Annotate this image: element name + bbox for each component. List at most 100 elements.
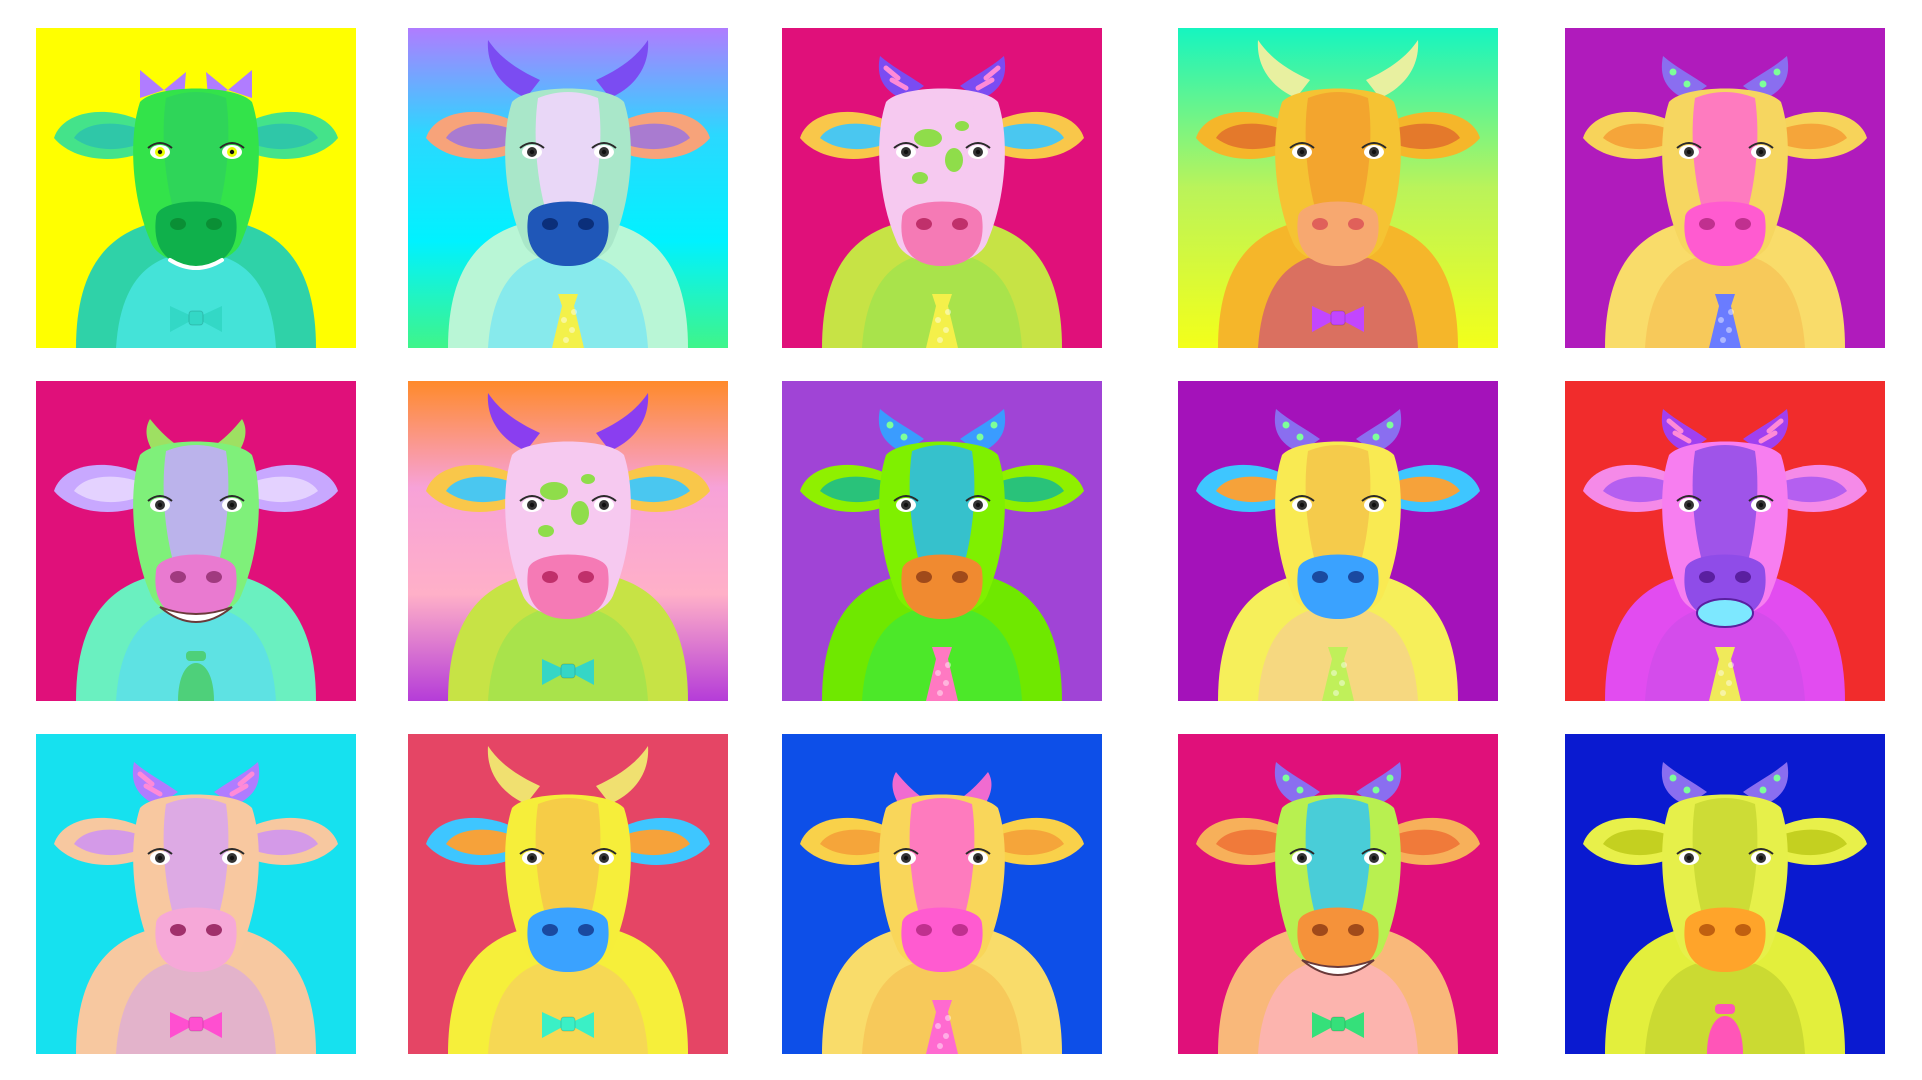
- horn-stripe: [1758, 430, 1778, 444]
- eyelash: [1748, 495, 1774, 502]
- cow-portrait-tile: [1178, 381, 1498, 701]
- inner-ear-right: [994, 476, 1064, 503]
- face-blaze: [163, 92, 229, 218]
- pupil-dot: [157, 502, 163, 508]
- pupil-dot: [1758, 855, 1764, 861]
- nostril-right: [1348, 218, 1364, 230]
- tie-spot: [561, 317, 567, 323]
- tie-spot: [1720, 337, 1726, 343]
- inner-ear-left: [446, 123, 516, 150]
- muzzle: [901, 907, 983, 972]
- neckwear: [1312, 306, 1364, 332]
- teeth: [1301, 959, 1375, 976]
- cow-portrait-svg: [408, 28, 728, 348]
- horn-star: [976, 433, 984, 441]
- tie-spot: [1339, 680, 1345, 686]
- horn-stripe: [237, 771, 255, 787]
- muzzle: [155, 907, 237, 972]
- nostril-right: [206, 924, 222, 936]
- horn-left: [132, 762, 178, 806]
- cow-portrait-svg: [1565, 28, 1885, 348]
- open-mouth: [1696, 598, 1754, 628]
- neckwear: [170, 1012, 222, 1038]
- chest-shading: [488, 606, 648, 701]
- coat-patch: [571, 501, 589, 525]
- horn-left: [878, 56, 924, 100]
- nostril-left: [170, 571, 186, 583]
- muzzle: [1684, 201, 1766, 266]
- inner-ear-right: [1390, 123, 1460, 150]
- face-blaze: [909, 798, 975, 924]
- horn-left: [1257, 40, 1310, 98]
- inner-ear-right: [994, 123, 1064, 150]
- pupil-dot: [975, 502, 981, 508]
- inner-ear-left: [74, 829, 144, 856]
- pupil-dot: [529, 502, 535, 508]
- horn-left: [1661, 409, 1707, 453]
- coat-patch: [945, 148, 963, 172]
- face-blaze: [909, 92, 975, 218]
- horn-star: [990, 421, 998, 429]
- horns: [1257, 40, 1419, 98]
- pupil-dot: [229, 855, 235, 861]
- neck-tie: [926, 1000, 958, 1054]
- nostril-left: [1312, 218, 1328, 230]
- tie-spot: [935, 317, 941, 323]
- inner-ear-left: [1603, 123, 1673, 150]
- inner-ear-left: [446, 829, 516, 856]
- bell-body: [1707, 1016, 1743, 1054]
- tie-spot: [1726, 327, 1732, 333]
- inner-ear-right: [620, 476, 690, 503]
- tie-spot: [937, 690, 943, 696]
- horn-left: [1661, 56, 1707, 100]
- inner-ear-right: [248, 123, 318, 150]
- nostril-right: [578, 218, 594, 230]
- inner-ear-right: [1777, 123, 1847, 150]
- horn-stripe: [975, 77, 995, 91]
- pupil-dot: [601, 502, 607, 508]
- horns: [487, 393, 649, 451]
- tie-spot: [1726, 680, 1732, 686]
- tie-spot: [943, 1033, 949, 1039]
- chest-shading: [116, 253, 276, 348]
- horn-star: [1372, 433, 1380, 441]
- horn-stripe: [229, 783, 249, 797]
- horn-left: [1274, 409, 1320, 453]
- eyelash: [1676, 495, 1702, 502]
- eyelash: [1289, 142, 1315, 149]
- muzzle: [901, 201, 983, 266]
- eyelash: [1748, 142, 1774, 149]
- horn-stripe: [1666, 418, 1684, 434]
- neckwear: [926, 294, 958, 348]
- pupil-dot: [157, 855, 163, 861]
- muzzle: [1297, 554, 1379, 619]
- nostril-left: [1699, 571, 1715, 583]
- cow-portrait-svg: [1565, 734, 1885, 1054]
- pupil-dot: [975, 855, 981, 861]
- nostril-right: [1348, 924, 1364, 936]
- cow-portrait-svg: [1178, 381, 1498, 701]
- bow-tie-knot: [560, 1016, 576, 1032]
- cow-portrait-svg: [36, 28, 356, 348]
- inner-ear-right: [994, 829, 1064, 856]
- tie-spot: [1331, 670, 1337, 676]
- mouth: [1301, 959, 1375, 976]
- cow-portrait-tile: [782, 381, 1102, 701]
- pupil-dot: [903, 855, 909, 861]
- horn-left: [487, 746, 540, 804]
- horn-star: [1669, 774, 1677, 782]
- cow-portrait-tile: [1178, 734, 1498, 1054]
- pupil-dot: [975, 149, 981, 155]
- inner-ear-left: [1216, 123, 1286, 150]
- muzzle: [901, 554, 983, 619]
- eyelash: [219, 848, 245, 855]
- cow-portrait-tile: [36, 28, 356, 348]
- muzzle: [1684, 907, 1766, 972]
- neck-tie: [552, 294, 584, 348]
- horn-right: [960, 56, 1006, 100]
- horns: [1661, 56, 1789, 100]
- nostril-left: [1312, 924, 1328, 936]
- pupil-dot: [601, 855, 607, 861]
- eyelash: [219, 142, 245, 149]
- horn-right: [960, 409, 1006, 453]
